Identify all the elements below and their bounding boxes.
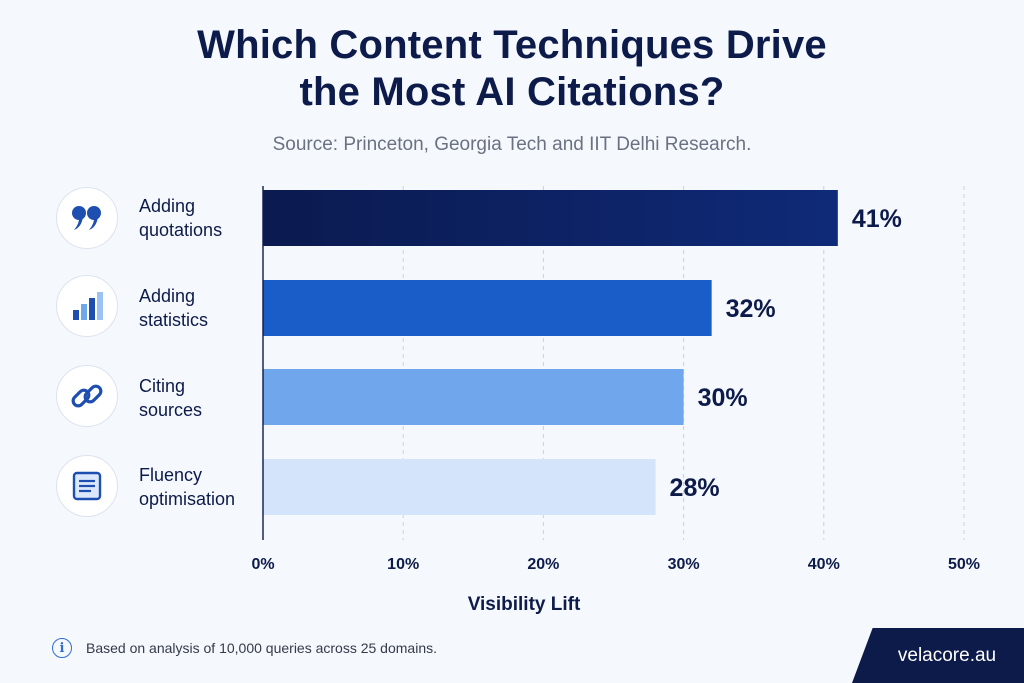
x-tick-label: 10% <box>387 556 419 573</box>
bar-value-label: 30% <box>698 384 748 412</box>
bar <box>263 280 712 336</box>
row-label-statistics: Adding statistics <box>139 284 208 332</box>
quote-icon <box>56 187 118 249</box>
row-label-line: Citing <box>139 376 186 396</box>
row-label-line: optimisation <box>139 489 236 509</box>
footer-note: i Based on analysis of 10,000 queries ac… <box>52 638 437 658</box>
footer-note-text: Based on analysis of 10,000 queries acro… <box>86 640 437 656</box>
row-label-line: statistics <box>139 310 209 330</box>
x-tick-label: 20% <box>527 556 559 573</box>
chart-subtitle: Source: Princeton, Georgia Tech and IIT … <box>272 134 752 155</box>
info-icon[interactable]: i <box>52 638 72 658</box>
row-label-fluency: Fluency optimisation <box>139 463 235 511</box>
bars: 41% 32% 30% 28% <box>263 190 902 515</box>
row-label-sources: Citing sources <box>139 374 202 422</box>
bar <box>263 369 684 425</box>
bar-value-label: 41% <box>852 205 902 233</box>
x-tick-labels: 0% 10% 20% 30% 40% 50% <box>251 556 980 573</box>
x-tick-label: 40% <box>808 556 840 573</box>
chart-title: Which Content Techniques Drive the Most … <box>0 22 1024 116</box>
row-label-line: quotations <box>139 220 223 240</box>
bar-chart-icon <box>56 275 118 337</box>
bar-value-label: 28% <box>670 474 720 502</box>
row-label-quotations: Adding quotations <box>139 194 222 242</box>
row-label-line: Adding <box>139 286 196 306</box>
chart-title-line-2: the Most AI Citations? <box>299 70 725 114</box>
bar <box>263 190 838 246</box>
bar-value-label: 32% <box>726 295 776 323</box>
x-tick-label: 0% <box>251 556 274 573</box>
x-tick-label: 50% <box>948 556 980 573</box>
row-label-line: Adding <box>139 196 196 216</box>
chart-title-line-1: Which Content Techniques Drive <box>197 23 827 67</box>
brand-name: velacore.au <box>897 644 997 666</box>
x-tick-label: 30% <box>668 556 700 573</box>
row-label-line: sources <box>139 400 203 420</box>
link-icon <box>56 365 118 427</box>
row-label-line: Fluency <box>139 465 203 485</box>
document-icon <box>56 455 118 517</box>
x-axis-label: Visibility Lift <box>468 594 581 615</box>
brand-tab[interactable]: velacore.au <box>852 628 1024 683</box>
bar <box>263 459 656 515</box>
